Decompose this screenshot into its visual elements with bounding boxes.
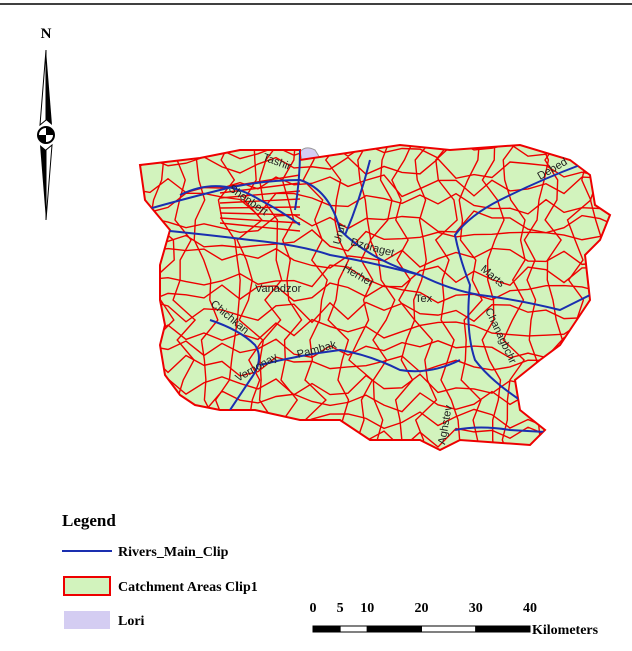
scale-segment [422,626,476,632]
scale-tick-label: 10 [360,601,374,616]
scale-tick-label: 0 [310,601,317,616]
legend-title: Legend [62,511,116,530]
catchment-boundary [130,445,618,466]
page: N Tashir Shenbert Urut Dzoraget D [0,0,632,651]
north-arrow: N [38,26,54,220]
scale-segment [476,626,530,632]
scale-tick-label: 5 [337,601,344,616]
legend-item: Catchment Areas Clip1 [118,580,258,595]
river-label: Tex [415,293,433,305]
scale-tick-label: 40 [523,601,537,616]
scale-unit: Kilometers [532,623,599,638]
legend-item: Rivers_Main_Clip [118,545,229,560]
scale-bar: 0 5 10 20 30 40 Kilometers [310,601,599,638]
scale-segment [340,626,367,632]
scale-segment [367,626,421,632]
catchment-map: Tashir Shenbert Urut Dzoraget Debed Herh… [129,140,618,467]
catchment-boundary [590,140,613,460]
map-layout: N Tashir Shenbert Urut Dzoraget D [0,0,632,646]
scale-tick-label: 30 [469,601,483,616]
scale-segment [313,626,340,632]
legend-item: Lori [118,614,145,629]
scale-tick-label: 20 [415,601,429,616]
river-label: Vanadzor [255,283,302,295]
north-label: N [41,26,52,42]
legend: Legend Rivers_Main_Clip Catchment Areas … [62,511,258,629]
